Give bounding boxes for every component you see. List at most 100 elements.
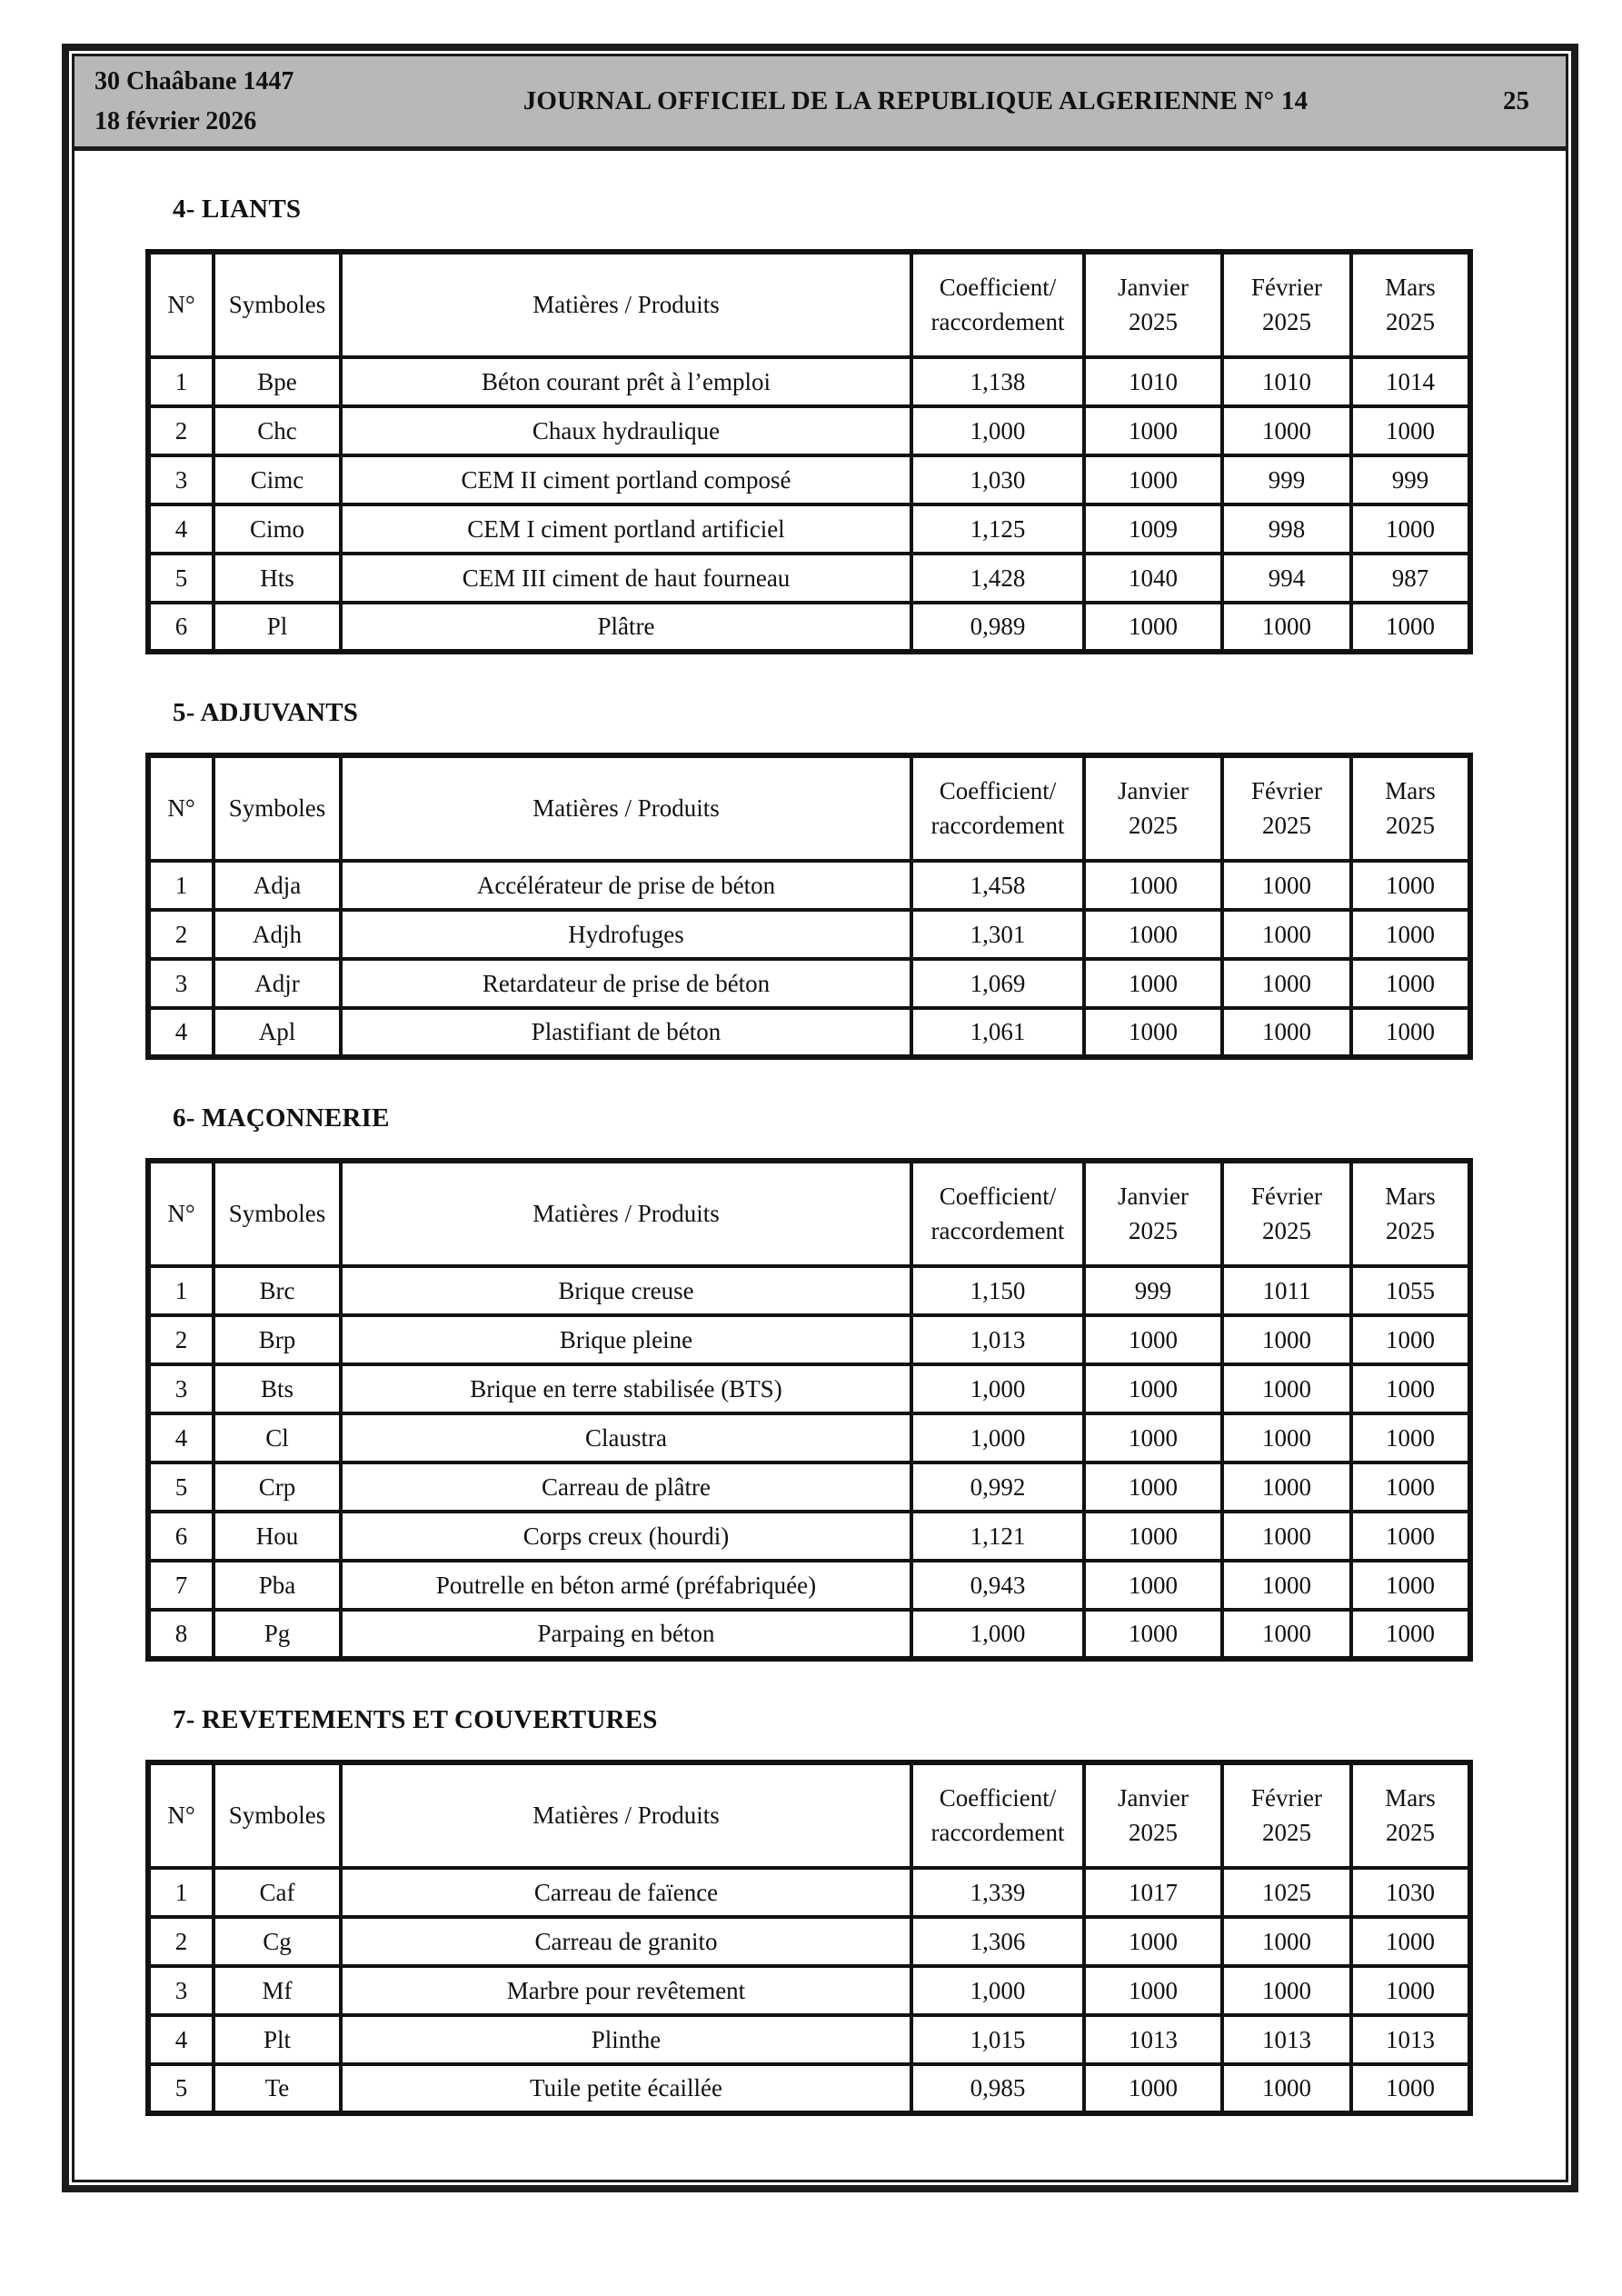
- cell-symboles: Brp: [212, 1313, 343, 1366]
- cell-matieres-produits: Retardateur de prise de béton: [339, 957, 913, 1010]
- cell-mars-2025: 1000: [1349, 1964, 1472, 2017]
- cell-fevrier-2025: 1000: [1220, 859, 1353, 912]
- masthead: 30 Chaâbane 1447 18 février 2026 JOURNAL…: [75, 56, 1566, 151]
- cell-coefficient-raccordement: 1,013: [910, 1313, 1086, 1366]
- cell-janvier-2025: 1009: [1082, 503, 1224, 555]
- column-header-numero: N°: [146, 250, 215, 359]
- cell-janvier-2025: 1000: [1082, 1006, 1224, 1059]
- column-header-symboles: Symboles: [212, 1159, 343, 1268]
- hijri-date: 30 Chaâbane 1447: [95, 67, 294, 96]
- cell-symboles: Cimo: [212, 503, 343, 555]
- price-index-table: N° Symboles Matières / Produits Coefficient…: [145, 753, 1473, 1060]
- cell-numero: 2: [146, 1313, 215, 1366]
- price-index-table: N° Symboles Matières / Produits Coefficient…: [145, 1760, 1473, 2116]
- cell-fevrier-2025: 1011: [1220, 1264, 1353, 1317]
- cell-mars-2025: 987: [1349, 552, 1472, 604]
- cell-mars-2025: 1000: [1349, 601, 1472, 654]
- section-7: 7- REVETEMENTS ET COUVERTURES N° Symboles M…: [145, 1705, 1566, 2116]
- header-row: N° Symboles Matières / Produits Coefficient…: [146, 754, 1472, 863]
- cell-coefficient-raccordement: 1,015: [910, 2013, 1086, 2066]
- cell-matieres-produits: Béton courant prêt à l’emploi: [339, 355, 913, 408]
- cell-symboles: Pg: [212, 1608, 343, 1661]
- cell-janvier-2025: 1000: [1082, 1608, 1224, 1661]
- column-header-mars-2025: Mars 2025: [1349, 754, 1472, 863]
- column-header-mars-2025: Mars 2025: [1349, 1159, 1472, 1268]
- page-inner-frame: 30 Chaâbane 1447 18 février 2026 JOURNAL…: [72, 54, 1568, 2182]
- cell-numero: 5: [146, 552, 215, 604]
- cell-fevrier-2025: 1000: [1220, 1313, 1353, 1366]
- cell-matieres-produits: Brique en terre stabilisée (BTS): [339, 1363, 913, 1415]
- table-row: 6 Hou Corps creux (hourdi) 1,121 1000 1000 100…: [146, 1510, 1472, 1562]
- cell-mars-2025: 1000: [1349, 908, 1472, 961]
- cell-janvier-2025: 1040: [1082, 552, 1224, 604]
- section-5: 5- ADJUVANTS N° Symboles Matières / Produit…: [145, 698, 1566, 1060]
- cell-coefficient-raccordement: 1,000: [910, 1363, 1086, 1415]
- cell-numero: 3: [146, 957, 215, 1010]
- cell-numero: 6: [146, 1510, 215, 1562]
- column-header-fevrier-2025: Février 2025: [1220, 1159, 1353, 1268]
- cell-fevrier-2025: 994: [1220, 552, 1353, 604]
- cell-symboles: Plt: [212, 2013, 343, 2066]
- column-header-matieres-produits: Matières / Produits: [339, 1761, 913, 1870]
- table-row: 2 Adjh Hydrofuges 1,301 1000 1000 1000: [146, 908, 1472, 961]
- cell-janvier-2025: 1000: [1082, 1915, 1224, 1968]
- column-header-symboles: Symboles: [212, 1761, 343, 1870]
- cell-janvier-2025: 1000: [1082, 1313, 1224, 1366]
- table-row: 8 Pg Parpaing en béton 1,000 1000 1000 1000: [146, 1608, 1472, 1661]
- cell-matieres-produits: Hydrofuges: [339, 908, 913, 961]
- cell-mars-2025: 1013: [1349, 2013, 1472, 2066]
- cell-mars-2025: 1000: [1349, 1461, 1472, 1513]
- cell-numero: 4: [146, 1412, 215, 1464]
- cell-mars-2025: 1055: [1349, 1264, 1472, 1317]
- cell-coefficient-raccordement: 1,069: [910, 957, 1086, 1010]
- cell-symboles: Hts: [212, 552, 343, 604]
- cell-coefficient-raccordement: 1,301: [910, 908, 1086, 961]
- cell-janvier-2025: 1000: [1082, 404, 1224, 457]
- column-header-fevrier-2025: Février 2025: [1220, 250, 1353, 359]
- cell-janvier-2025: 1013: [1082, 2013, 1224, 2066]
- cell-janvier-2025: 1000: [1082, 454, 1224, 506]
- cell-numero: 4: [146, 2013, 215, 2066]
- cell-fevrier-2025: 1000: [1220, 1363, 1353, 1415]
- column-header-matieres-produits: Matières / Produits: [339, 754, 913, 863]
- cell-fevrier-2025: 1000: [1220, 601, 1353, 654]
- table-row: 7 Pba Poutrelle en béton armé (préfabriqué…: [146, 1559, 1472, 1612]
- cell-matieres-produits: Chaux hydraulique: [339, 404, 913, 457]
- section-6: 6- MAÇONNERIE N° Symboles Matières / Produi…: [145, 1103, 1566, 1662]
- table-row: 6 Pl Plâtre 0,989 1000 1000 1000: [146, 601, 1472, 654]
- cell-fevrier-2025: 1010: [1220, 355, 1353, 408]
- cell-coefficient-raccordement: 1,000: [910, 1608, 1086, 1661]
- cell-coefficient-raccordement: 1,150: [910, 1264, 1086, 1317]
- cell-symboles: Adjh: [212, 908, 343, 961]
- cell-matieres-produits: Brique pleine: [339, 1313, 913, 1366]
- cell-fevrier-2025: 1000: [1220, 2062, 1353, 2115]
- cell-fevrier-2025: 1000: [1220, 1461, 1353, 1513]
- column-header-symboles: Symboles: [212, 754, 343, 863]
- column-header-coefficient-raccordement: Coefficient/ raccordement: [910, 1761, 1086, 1870]
- cell-numero: 1: [146, 1866, 215, 1919]
- journal-title: JOURNAL OFFICIEL DE LA REPUBLIQUE ALGERI…: [522, 86, 1309, 115]
- cell-mars-2025: 1000: [1349, 1412, 1472, 1464]
- header-row: N° Symboles Matières / Produits Coefficient…: [146, 1761, 1472, 1870]
- column-header-numero: N°: [146, 1159, 215, 1268]
- cell-mars-2025: 1000: [1349, 1510, 1472, 1562]
- cell-janvier-2025: 1000: [1082, 1510, 1224, 1562]
- column-header-fevrier-2025: Février 2025: [1220, 1761, 1353, 1870]
- column-header-mars-2025: Mars 2025: [1349, 1761, 1472, 1870]
- cell-janvier-2025: 1000: [1082, 601, 1224, 654]
- cell-mars-2025: 1014: [1349, 355, 1472, 408]
- column-header-coefficient-raccordement: Coefficient/ raccordement: [910, 754, 1086, 863]
- cell-symboles: Brc: [212, 1264, 343, 1317]
- table-row: 5 Hts CEM III ciment de haut fourneau 1,428…: [146, 552, 1472, 604]
- cell-symboles: Adja: [212, 859, 343, 912]
- cell-mars-2025: 1000: [1349, 1313, 1472, 1366]
- cell-numero: 2: [146, 908, 215, 961]
- cell-symboles: Chc: [212, 404, 343, 457]
- cell-mars-2025: 999: [1349, 454, 1472, 506]
- column-header-coefficient-raccordement: Coefficient/ raccordement: [910, 250, 1086, 359]
- cell-fevrier-2025: 1000: [1220, 1510, 1353, 1562]
- cell-numero: 3: [146, 454, 215, 506]
- cell-symboles: Pl: [212, 601, 343, 654]
- cell-symboles: Caf: [212, 1866, 343, 1919]
- table-row: 2 Brp Brique pleine 1,013 1000 1000 1000: [146, 1313, 1472, 1366]
